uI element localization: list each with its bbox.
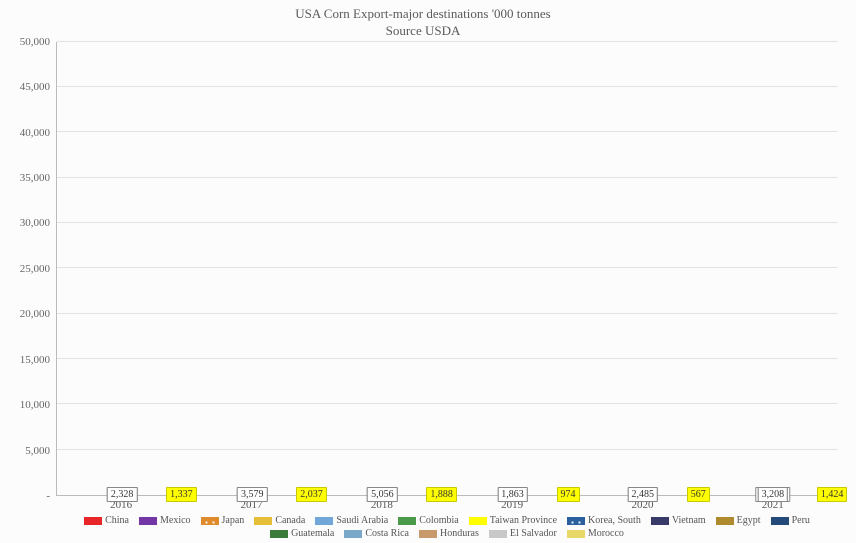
y-tick-label: - [46,490,50,502]
gridline [57,403,838,404]
legend-item: Egypt [716,515,761,526]
legend-item: Colombia [398,515,458,526]
gridline [57,358,838,359]
legend-label: El Salvador [510,528,557,539]
legend-item: Honduras [419,528,479,539]
legend-item: El Salvador [489,528,557,539]
legend-swatch [315,517,333,525]
data-label: 5,056 [367,487,398,502]
legend: China Mexico Japan Canada Saudi Arabia Colomb… [56,515,838,539]
legend-item: Taiwan Province [469,515,557,526]
y-tick-label: 40,000 [20,127,50,139]
data-label: 2,328 [107,487,138,502]
legend-swatch [771,517,789,525]
y-tick-label: 45,000 [20,81,50,93]
y-tick-label: 5,000 [25,445,50,457]
legend-item: Morocco [567,528,624,539]
legend-swatch [651,517,669,525]
legend-swatch [716,517,734,525]
legend-item: Vietnam [651,515,706,526]
data-label: 1,337 [166,487,197,502]
title-line-2: Source USDA [386,23,461,38]
legend-label: Morocco [588,528,624,539]
legend-item: Guatemala [270,528,334,539]
data-label: 567 [687,487,710,502]
legend-swatch [270,530,288,538]
chart-title: USA Corn Export-major destinations '000 … [8,6,838,40]
legend-swatch [344,530,362,538]
legend-label: Honduras [440,528,479,539]
plot-area: -5,00010,00015,00020,00025,00030,00035,0… [8,42,838,496]
legend-swatch [139,517,157,525]
gridline [57,41,838,42]
legend-label: Guatemala [291,528,334,539]
grid-and-bars: 7,1901,3372,3289,3092,0373,5799,2761,888… [56,42,838,496]
legend-item: Mexico [139,515,191,526]
gridline [57,131,838,132]
gridline [57,222,838,223]
gridline [57,177,838,178]
bars-row: 7,1901,3372,3289,3092,0373,5799,2761,888… [57,42,838,495]
legend-swatch [567,517,585,525]
legend-item: Canada [254,515,305,526]
gridline [57,86,838,87]
data-label: 2,485 [627,487,658,502]
legend-label: Canada [275,515,305,526]
legend-swatch [201,517,219,525]
y-tick-label: 10,000 [20,399,50,411]
legend-item: China [84,515,129,526]
legend-item: Costa Rica [344,528,409,539]
legend-item: Saudi Arabia [315,515,388,526]
gridline [57,449,838,450]
data-label: 3,579 [237,487,268,502]
gridline [57,267,838,268]
legend-label: Egypt [737,515,761,526]
y-tick-label: 35,000 [20,172,50,184]
y-tick-label: 30,000 [20,217,50,229]
legend-label: China [105,515,129,526]
legend-label: Mexico [160,515,191,526]
data-label: 2,037 [296,487,327,502]
title-line-1: USA Corn Export-major destinations '000 … [295,6,550,21]
legend-swatch [84,517,102,525]
data-label: 3,208 [758,487,789,502]
legend-label: Costa Rica [365,528,409,539]
legend-label: Peru [792,515,810,526]
legend-swatch [567,530,585,538]
y-tick-label: 25,000 [20,263,50,275]
legend-label: Colombia [419,515,458,526]
legend-swatch [419,530,437,538]
legend-swatch [254,517,272,525]
legend-swatch [469,517,487,525]
legend-swatch [398,517,416,525]
data-label: 1,888 [426,487,457,502]
legend-label: Japan [222,515,245,526]
legend-label: Vietnam [672,515,706,526]
legend-label: Saudi Arabia [336,515,388,526]
legend-item: Peru [771,515,810,526]
chart-container: USA Corn Export-major destinations '000 … [0,0,856,543]
gridline [57,313,838,314]
data-label: 1,424 [817,487,848,502]
legend-item: Korea, South [567,515,641,526]
y-tick-label: 20,000 [20,308,50,320]
data-label: 974 [557,487,580,502]
y-tick-label: 15,000 [20,354,50,366]
y-tick-label: 50,000 [20,36,50,48]
legend-label: Korea, South [588,515,641,526]
y-axis: -5,00010,00015,00020,00025,00030,00035,0… [8,42,56,496]
data-label: 1,863 [497,487,528,502]
legend-label: Taiwan Province [490,515,557,526]
legend-swatch [489,530,507,538]
legend-item: Japan [201,515,245,526]
